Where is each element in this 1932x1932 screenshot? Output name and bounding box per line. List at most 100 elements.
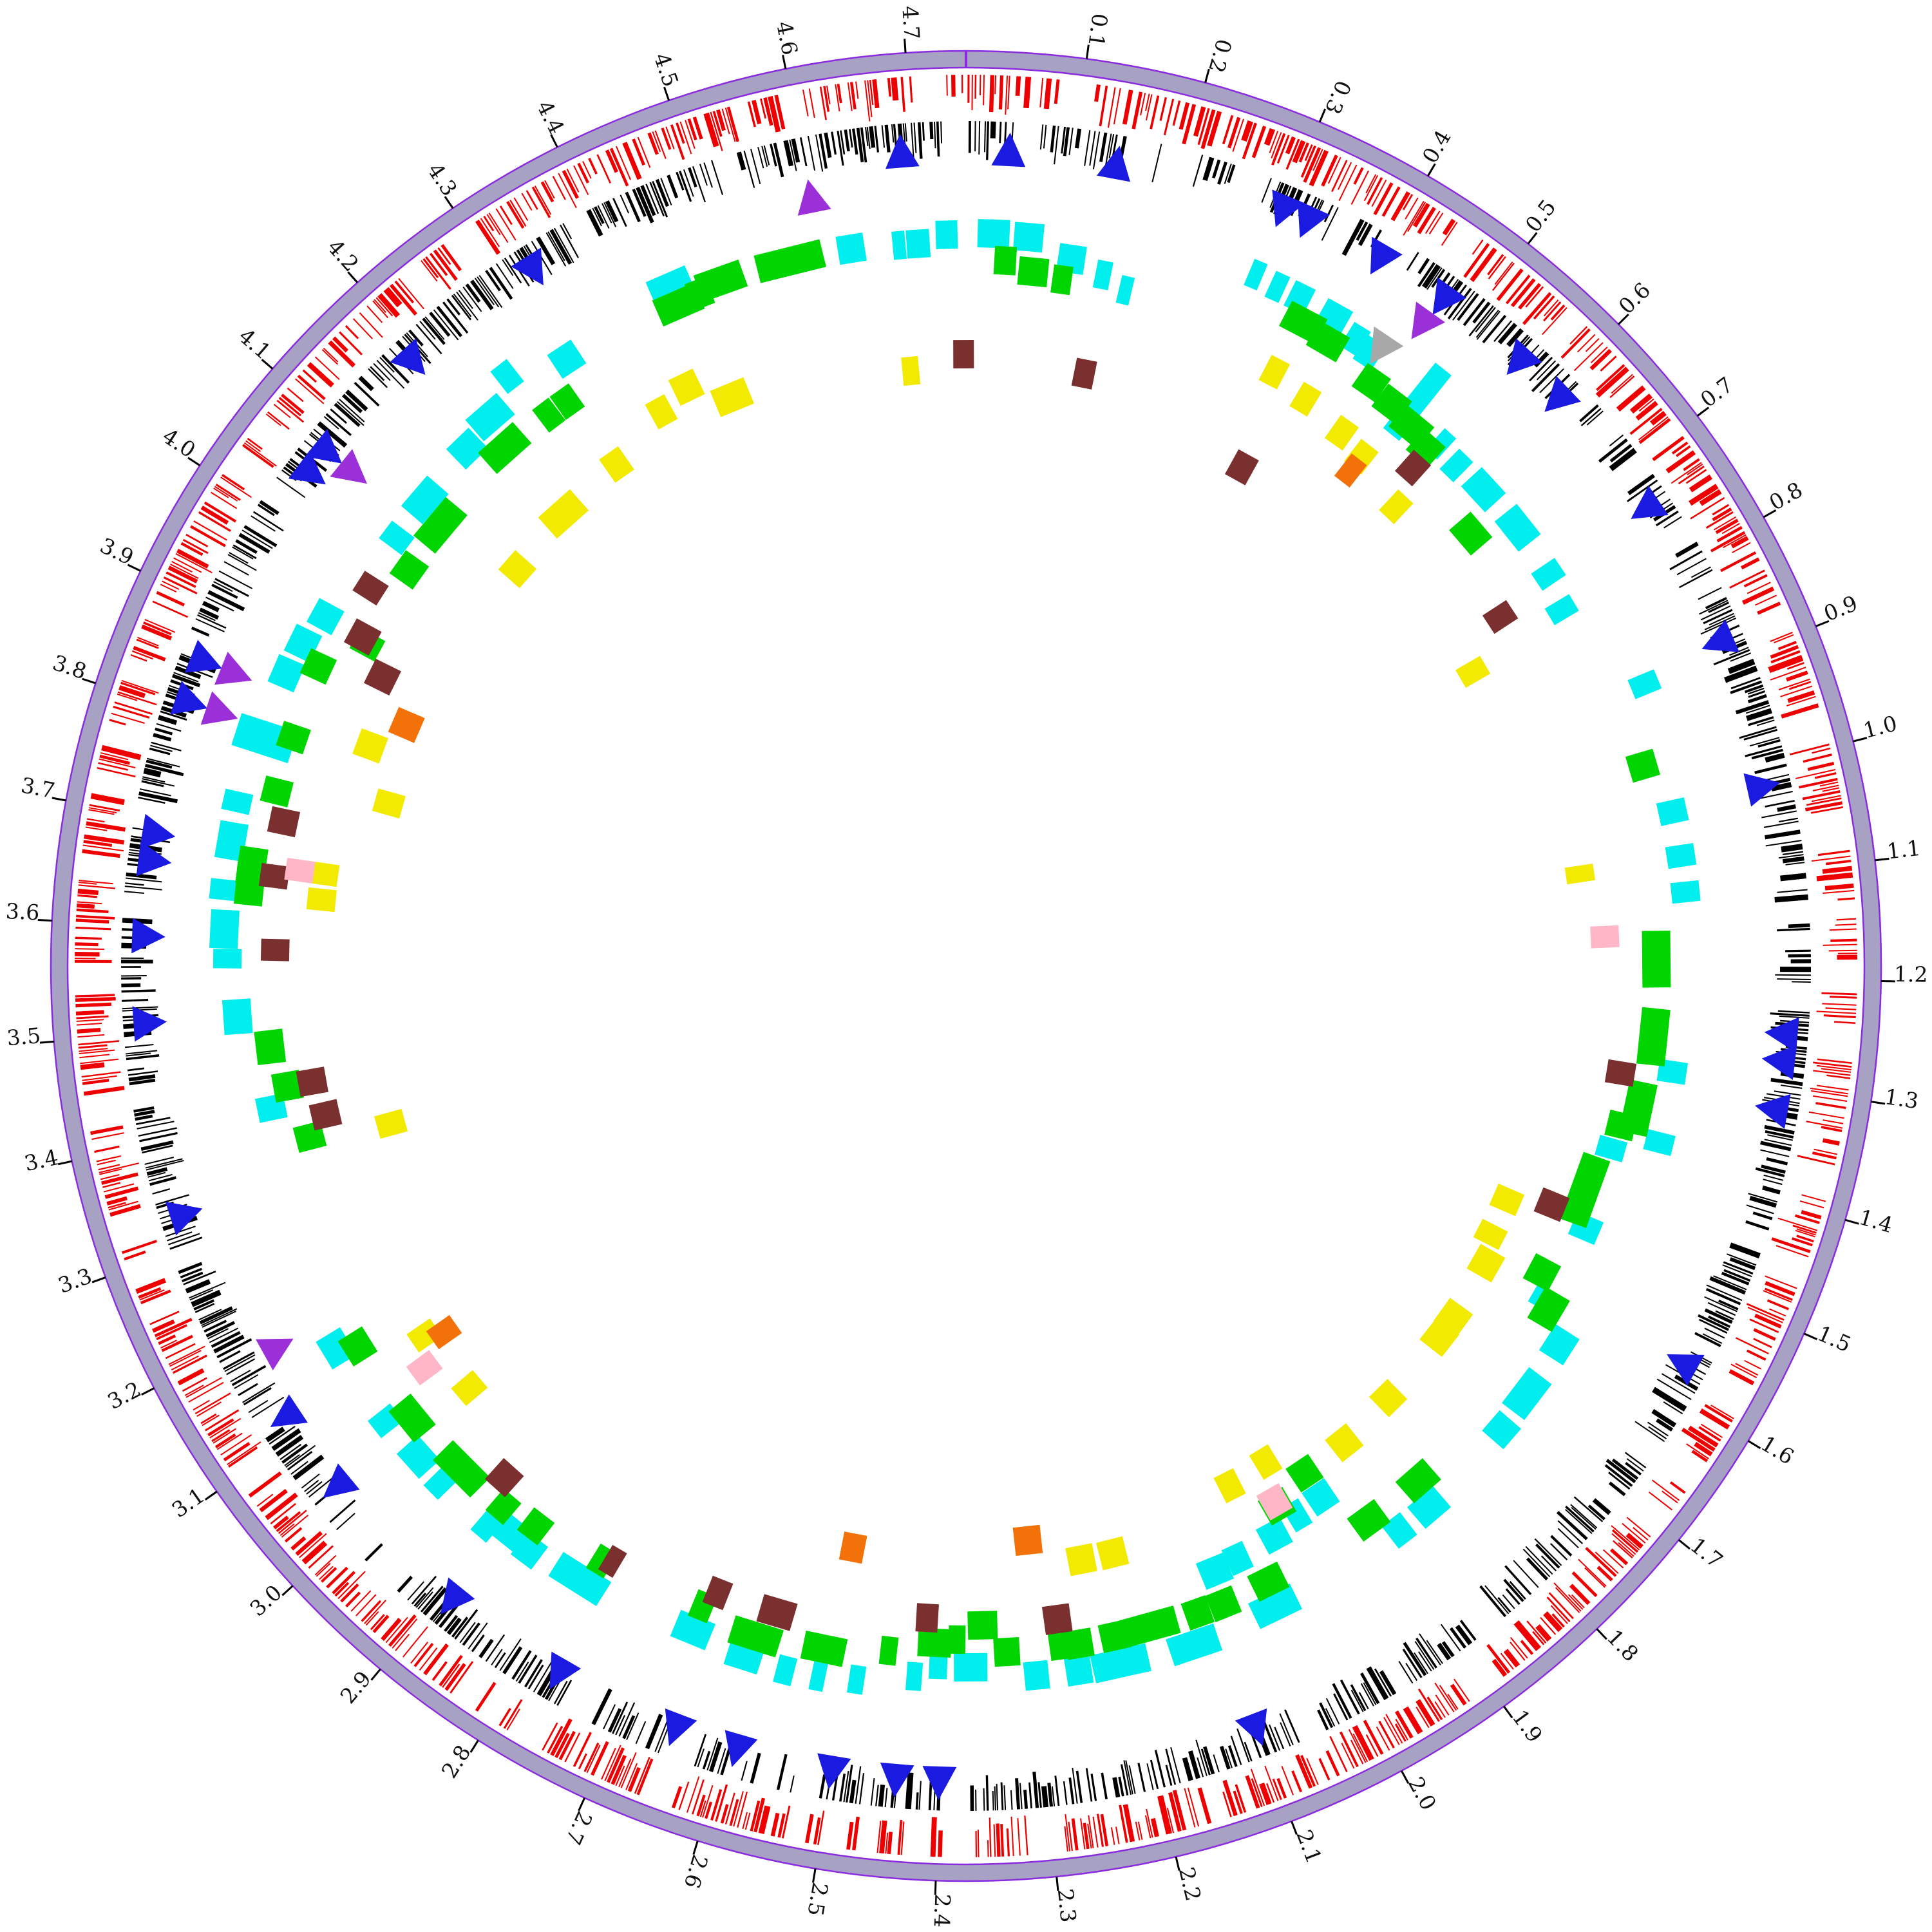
cds-tick: [1251, 126, 1267, 158]
feature-block: [1449, 511, 1493, 556]
cds-tick: [219, 1350, 241, 1363]
cds-tick: [1656, 1378, 1692, 1401]
cds-tick: [1365, 174, 1377, 194]
cds-tick: [1596, 1566, 1613, 1582]
cds-tick: [791, 138, 800, 163]
cds-tick: [1341, 1743, 1355, 1769]
cds-tick: [1416, 1699, 1435, 1727]
cds-tick: [1573, 1496, 1604, 1522]
cds-tick: [1781, 703, 1819, 719]
cds-tick: [1300, 145, 1316, 178]
cds-tick: [146, 757, 180, 768]
cds-tick: [1434, 1682, 1455, 1712]
cds-tick: [1796, 1228, 1816, 1236]
cds-tick: [1608, 1481, 1626, 1497]
cds-tick: [247, 437, 263, 450]
feature-block: [1225, 449, 1259, 486]
scale-label: 3.7: [19, 772, 57, 803]
cds-tick: [130, 654, 147, 662]
cds-tick: [135, 1114, 153, 1121]
cds-tick: [1647, 1421, 1669, 1437]
cds-tick: [1222, 1792, 1232, 1817]
scale-label: 1.3: [1883, 1084, 1920, 1113]
cds-tick: [259, 500, 279, 515]
cds-tick: [278, 1510, 307, 1534]
cds-tick: [407, 1581, 425, 1601]
cds-tick: [99, 1162, 139, 1173]
cds-tick: [242, 1382, 276, 1403]
cds-tick: [1691, 1450, 1709, 1463]
cds-tick: [251, 515, 276, 532]
cds-tick: [1272, 1778, 1282, 1801]
cds-tick: [224, 1354, 256, 1372]
cds-tick: [1815, 1102, 1846, 1110]
cds-tick: [1123, 1760, 1132, 1795]
cds-tick: [1795, 1229, 1815, 1238]
cds-tick: [1698, 587, 1722, 600]
cds-tick: [1135, 1821, 1141, 1841]
cds-tick: [1403, 1642, 1427, 1676]
cds-tick: [75, 918, 109, 923]
cds-tick: [1774, 634, 1794, 643]
cds-tick: [1061, 126, 1066, 154]
cds-tick: [1224, 164, 1232, 184]
cds-tick: [1611, 1458, 1639, 1481]
cds-tick: [1789, 743, 1830, 756]
cds-tick: [1222, 115, 1234, 145]
cds-tick: [1482, 314, 1507, 344]
triangle-marker: [1235, 1708, 1267, 1747]
triangle-marker: [922, 1766, 957, 1801]
cds-tick: [1633, 1527, 1649, 1541]
cds-tick: [1550, 304, 1566, 321]
cds-tick: [1811, 855, 1851, 862]
cds-tick: [200, 506, 229, 525]
feature-block: [993, 245, 1018, 276]
cds-tick: [1358, 223, 1373, 246]
cds-tick: [1281, 1766, 1294, 1795]
cds-tick: [1325, 1698, 1340, 1725]
cds-tick: [777, 1813, 786, 1838]
feature-block: [548, 1551, 612, 1606]
cds-tick: [1007, 75, 1010, 109]
cds-tick: [81, 1071, 121, 1078]
triangle-marker: [305, 428, 343, 464]
cds-tick: [1385, 1714, 1403, 1744]
cds-tick: [667, 175, 679, 199]
cds-tick: [1403, 1706, 1423, 1734]
cds-tick: [1197, 108, 1210, 146]
cds-tick: [1764, 1139, 1792, 1146]
feature-block: [1482, 1410, 1521, 1450]
cds-tick: [168, 1233, 200, 1245]
scale-tick: [141, 1387, 155, 1396]
cds-tick: [1463, 298, 1486, 327]
cds-tick: [531, 186, 551, 218]
cds-tick: [869, 79, 874, 106]
triangle-marker: [139, 813, 176, 849]
feature-block: [1670, 880, 1701, 904]
cds-tick: [1700, 1423, 1723, 1439]
cds-tick: [1119, 1804, 1128, 1843]
cds-tick: [1744, 684, 1764, 694]
cds-tick: [486, 214, 501, 236]
cds-tick: [287, 387, 304, 402]
cds-tick: [1365, 1734, 1379, 1757]
cds-tick: [1550, 1535, 1573, 1557]
scale-label: 1.9: [1508, 1705, 1548, 1747]
cds-tick: [173, 672, 199, 683]
cds-tick: [76, 914, 115, 920]
feature-block: [1289, 381, 1322, 417]
cds-tick: [1041, 1786, 1049, 1808]
cds-tick: [153, 733, 172, 742]
feature-block: [308, 861, 340, 887]
feature-block: [209, 909, 240, 949]
feature-block: [1324, 415, 1359, 451]
cds-tick: [76, 908, 109, 914]
triangle-marker: [1506, 338, 1542, 375]
cds-tick: [1341, 218, 1365, 256]
cds-tick: [1745, 745, 1783, 757]
cds-tick: [994, 75, 997, 95]
triangle-marker: [1761, 1045, 1797, 1081]
cds-tick: [1359, 1672, 1380, 1705]
cds-tick: [985, 1775, 989, 1811]
cds-tick: [103, 1183, 135, 1193]
